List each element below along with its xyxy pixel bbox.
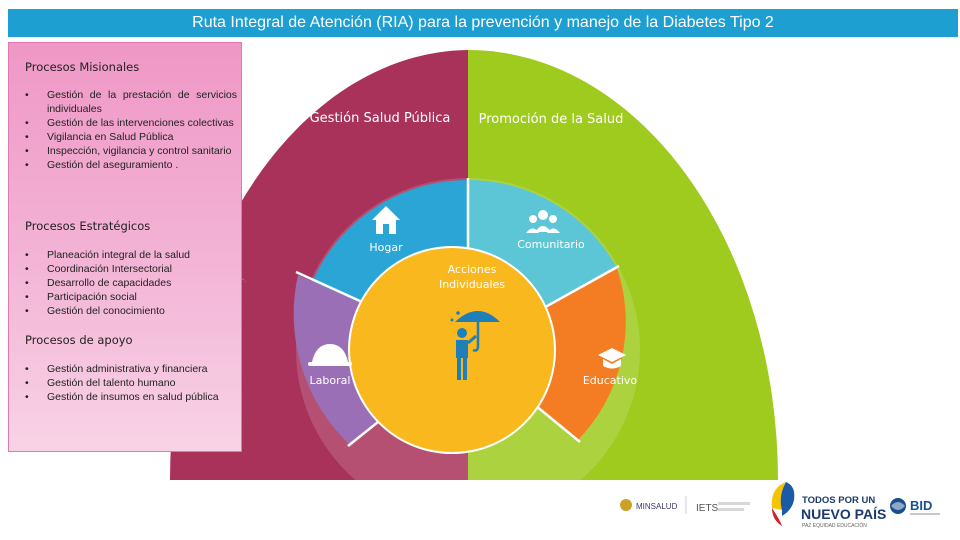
title-bar: Ruta Integral de Atención (RIA) para la … [8, 9, 958, 37]
list-item: Gestión administrativa y financiera [25, 362, 237, 376]
promocion-salud-label: Promoción de la Salud [479, 112, 624, 127]
svg-text:BID: BID [910, 498, 932, 513]
procesos-estrategicos-list: Planeación integral de la salud Coordina… [25, 248, 237, 318]
procesos-misionales-heading: Procesos Misionales [25, 60, 140, 74]
graduation-cap-icon [598, 348, 626, 369]
community-icon [526, 210, 560, 233]
minsalud-logo: MINSALUD [620, 499, 678, 511]
hogar-label: Hogar [369, 241, 403, 254]
procesos-apoyo-heading: Procesos de apoyo [25, 333, 133, 347]
svg-text:IETS: IETS [696, 503, 719, 514]
list-item: Gestión del aseguramiento . [25, 158, 237, 172]
procesos-estrategicos-heading: Procesos Estratégicos [25, 219, 151, 233]
list-item: Desarrollo de capacidades [25, 276, 237, 290]
procesos-apoyo-list: Gestión administrativa y financiera Gest… [25, 362, 237, 404]
todos-por-un-nuevo-pais-logo: TODOS POR UN NUEVO PAÍS PAZ EQUIDAD EDUC… [771, 482, 886, 529]
svg-text:NUEVO PAÍS: NUEVO PAÍS [801, 506, 886, 522]
iets-logo: IETS [696, 502, 750, 514]
list-item: Gestión de insumos en salud pública [25, 390, 237, 404]
acciones-individuales-circle [348, 246, 556, 454]
svg-text:MINSALUD: MINSALUD [636, 502, 678, 511]
educativo-label: Educativo [583, 374, 638, 387]
list-item: Gestión de las intervenciones colectivas [25, 116, 237, 130]
house-icon [372, 206, 400, 234]
comunitario-label: Comunitario [517, 238, 585, 251]
list-item: Gestión de la prestación de servicios in… [25, 88, 237, 116]
list-item: Participación social [25, 290, 237, 304]
list-item: Planeación integral de la salud [25, 248, 237, 262]
procesos-misionales-list: Gestión de la prestación de servicios in… [25, 88, 237, 172]
list-item: Gestión del talento humano [25, 376, 237, 390]
procesos-panel: Procesos Misionales Gestión de la presta… [8, 42, 242, 452]
list-item: Coordinación Intersectorial [25, 262, 237, 276]
laboral-label: Laboral [310, 374, 351, 387]
list-item: Vigilancia en Salud Pública [25, 130, 237, 144]
bid-logo: BID [890, 498, 940, 515]
list-item: Inspección, vigilancia y control sanitar… [25, 144, 237, 158]
svg-text:TODOS POR UN: TODOS POR UN [802, 495, 875, 506]
list-item: Gestión del conocimiento [25, 304, 237, 318]
umbrella-person-icon [450, 311, 500, 380]
hard-hat-icon [308, 344, 352, 366]
gestion-salud-publica-label: Gestión Salud Pública [310, 111, 451, 126]
svg-text:PAZ EQUIDAD EDUCACIÓN: PAZ EQUIDAD EDUCACIÓN [802, 522, 867, 529]
acciones-label-line2: Individuales [439, 278, 505, 291]
acciones-label-line1: Acciones [448, 263, 497, 276]
page-title: Ruta Integral de Atención (RIA) para la … [192, 14, 774, 31]
